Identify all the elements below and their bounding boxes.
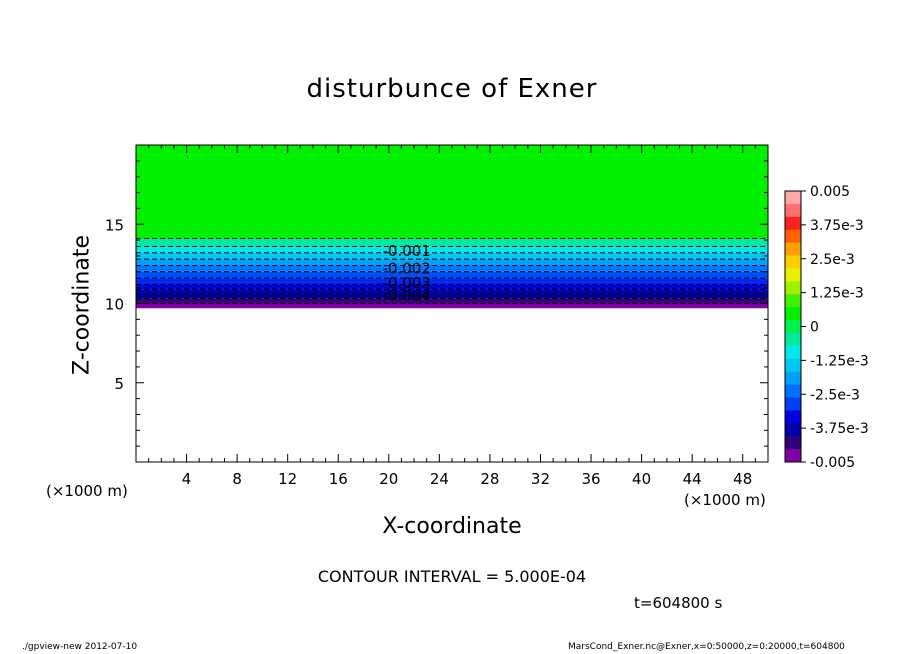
contour-label: -0.002 [382,260,430,278]
colorbar-tick-label: -0.005 [810,455,855,471]
contour-fill-band [136,278,768,285]
x-tick-label: 4 [182,470,192,488]
contour-fill-band [136,298,768,304]
colorbar-swatch [785,242,801,257]
contour-fill-band [136,293,768,299]
colorbar-swatch [785,268,801,282]
x-tick-label: 28 [480,470,499,488]
y-tick-label: 5 [114,375,124,393]
colorbar-swatch [785,191,801,205]
contour-fill-band [136,303,768,309]
footer-left-text: ./gpview-new 2012-07-10 [22,642,138,652]
colorbar-tick-label: -2.5e-3 [810,387,860,403]
colorbar-swatch [785,203,801,218]
chart-title: disturbunce of Exner [306,74,598,104]
colorbar-swatch [785,307,801,321]
colorbar-tick-label: -3.75e-3 [810,421,869,437]
x-tick-label: 12 [278,470,297,488]
colorbar-swatch [785,384,801,398]
x-tick-label: 48 [733,470,752,488]
colorbar-swatch [785,294,801,308]
colorbar-swatch [785,255,801,269]
y-tick-label: 10 [105,296,124,314]
colorbar-swatch [785,449,801,463]
contour-interval-text: CONTOUR INTERVAL = 5.000E-04 [317,567,587,586]
colorbar-tick-label: -1.25e-3 [810,353,869,369]
colorbar-swatch [785,436,801,450]
colorbar-tick-label: 3.75e-3 [810,218,864,234]
colorbar-tick-label: 0.005 [810,184,850,200]
x-tick-label: 16 [329,470,348,488]
colorbar-tick-label: 1.25e-3 [810,286,864,302]
x-tick-label: 40 [632,470,651,488]
y-tick-label: 15 [105,216,124,234]
x-axis-label: X-coordinate [382,514,522,539]
x-tick-label: 44 [683,470,702,488]
x-unit-label-left: (×1000 m) [46,482,128,500]
contour-fill-band [136,271,768,279]
colorbar-tick-label: 0 [810,320,819,336]
footer-right-text: MarsCond_Exner.nc@Exner,x=0:50000,z=0:20… [568,642,845,652]
contour-fill-band [136,252,768,260]
colorbar-swatch [785,216,801,231]
contour-fill-band [136,145,768,239]
x-tick-label: 32 [531,470,550,488]
x-unit-label-right: (×1000 m) [684,491,766,509]
x-tick-label: 8 [232,470,242,488]
colorbar-swatch [785,423,801,437]
colorbar-swatch [785,410,801,424]
colorbar-swatch [785,358,801,373]
colorbar-swatch [785,397,801,411]
contour-fill-band [136,284,768,290]
colorbar-swatch [785,320,801,334]
contour-fill-band [136,265,768,272]
colorbar-swatch [785,371,801,386]
colorbar: 0.005 3.75e-3 2.5e-3 1.25e-3 0 -1.25e-3 -2.5e-… [784,184,869,471]
colorbar-swatch [785,345,801,360]
contour-label: -0.003 [382,274,430,292]
contour-label: -0.001 [382,242,430,260]
x-tick-label: 20 [379,470,398,488]
x-tick-label: 36 [581,470,600,488]
contour-fill-band [136,246,768,253]
colorbar-swatch [785,229,801,244]
colorbar-tick-label: 2.5e-3 [810,252,855,268]
contour-fill-band [136,238,768,247]
colorbar-swatch [785,281,801,295]
colorbar-swatch [785,332,801,347]
contour-fill-band [136,289,768,294]
x-tick-label: 24 [430,470,449,488]
contour-fill-band [136,259,768,266]
time-stamp-text: t=604800 s [634,594,723,612]
contour-label: -0.004 [382,287,430,305]
